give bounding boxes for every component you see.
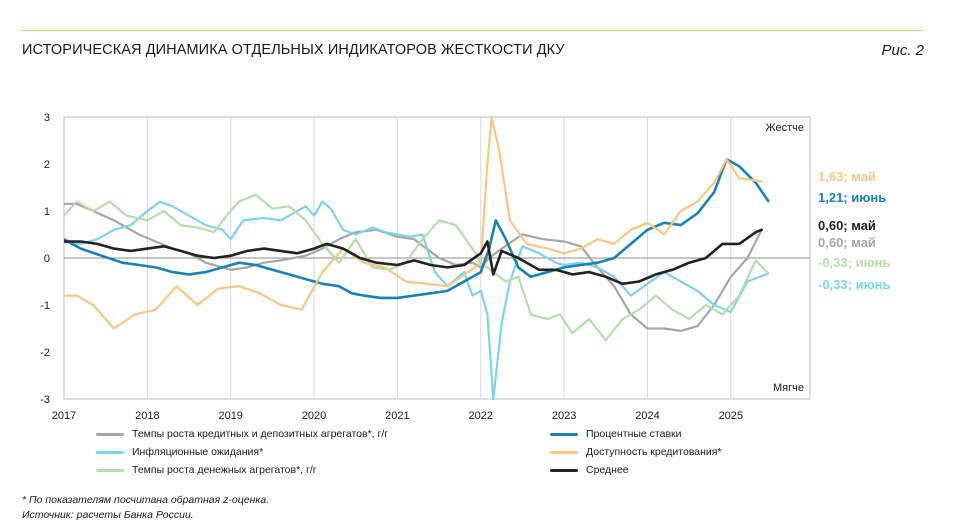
legend-item-money-aggregates: Темпы роста денежных агрегатов*, г/г: [96, 464, 317, 476]
x-tick-label: 2025: [719, 410, 743, 422]
end-labels: 1,63; май 1,21; июнь 0,60; май 0,60; май -0,…: [818, 169, 891, 292]
legend-label: Темпы роста кредитных и депозитных агрег…: [132, 428, 389, 440]
source-note: Источник: расчеты Банка России.: [22, 509, 194, 521]
y-tick-label: -1: [40, 300, 50, 312]
x-tick-label: 2022: [469, 410, 493, 422]
legend-item-inflation-expectations: Инфляционные ожидания*: [96, 446, 263, 458]
x-tick-label: 2018: [135, 410, 159, 422]
x-tick-label: 2024: [635, 410, 659, 422]
axes: 2017 2018 2019 2020 2021 2022 2023 2024 2025 3 2 1 0…: [40, 112, 804, 422]
legend-item-credit-availability: Доступность кредитования*: [550, 446, 722, 458]
end-label: -0,33; июнь: [818, 277, 891, 292]
end-label: -0,33; июнь: [818, 255, 891, 270]
legend-item-interest-rates: Процентные ставки: [550, 428, 682, 440]
x-tick-label: 2019: [218, 410, 242, 422]
y-tick-label: 3: [44, 112, 50, 124]
end-label: 0,60; май: [818, 235, 876, 250]
y-tick-label: 1: [44, 206, 50, 218]
series-line-2: [64, 193, 770, 342]
legend-swatch: [550, 468, 578, 472]
end-label: 0,60; май: [818, 218, 876, 233]
chart-title: ИСТОРИЧЕСКАЯ ДИНАМИКА ОТДЕЛЬНЫХ ИНДИКАТО…: [22, 42, 565, 58]
y-tick-label: 2: [44, 159, 50, 171]
x-tick-label: 2017: [52, 410, 76, 422]
legend-label: Процентные ставки: [586, 428, 682, 440]
series-line-4: [64, 116, 763, 330]
end-label: 1,21; июнь: [818, 190, 886, 205]
footnote: * По показателям посчитана обратная z-оц…: [22, 494, 270, 506]
x-tick-label: 2023: [552, 410, 576, 422]
top-divider: [20, 30, 924, 31]
legend-swatch: [96, 468, 124, 472]
legend-label: Инфляционные ожидания*: [132, 446, 264, 458]
legend-swatch: [550, 450, 578, 454]
legend-label: Темпы роста денежных агрегатов*, г/г: [132, 464, 317, 476]
figure-label: Рис. 2: [881, 42, 924, 59]
y-tick-label: -2: [40, 347, 50, 359]
legend-swatch: [96, 450, 124, 454]
x-tick-label: 2021: [385, 410, 409, 422]
end-label: 1,63; май: [818, 169, 876, 184]
series-line-5: [64, 228, 763, 286]
legend: Темпы роста кредитных и депозитных агрег…: [96, 428, 816, 484]
legend-label: Доступность кредитования*: [586, 446, 722, 458]
annotation-tighter: Жестче: [765, 122, 804, 134]
y-tick-label: 0: [44, 253, 50, 265]
series-line-0: [64, 202, 763, 332]
x-tick-label: 2020: [302, 410, 326, 422]
series-line-3: [64, 158, 770, 300]
series-line-1: [64, 200, 770, 400]
legend-swatch: [96, 432, 124, 436]
legend-item-average: Среднее: [550, 464, 629, 476]
series-group: [64, 116, 770, 400]
legend-swatch: [550, 432, 578, 436]
annotation-looser: Мягче: [773, 382, 804, 394]
y-tick-label: -3: [40, 394, 50, 406]
grid: [63, 116, 811, 400]
legend-item-credit-deposit: Темпы роста кредитных и депозитных агрег…: [96, 428, 388, 440]
legend-label: Среднее: [586, 464, 629, 476]
